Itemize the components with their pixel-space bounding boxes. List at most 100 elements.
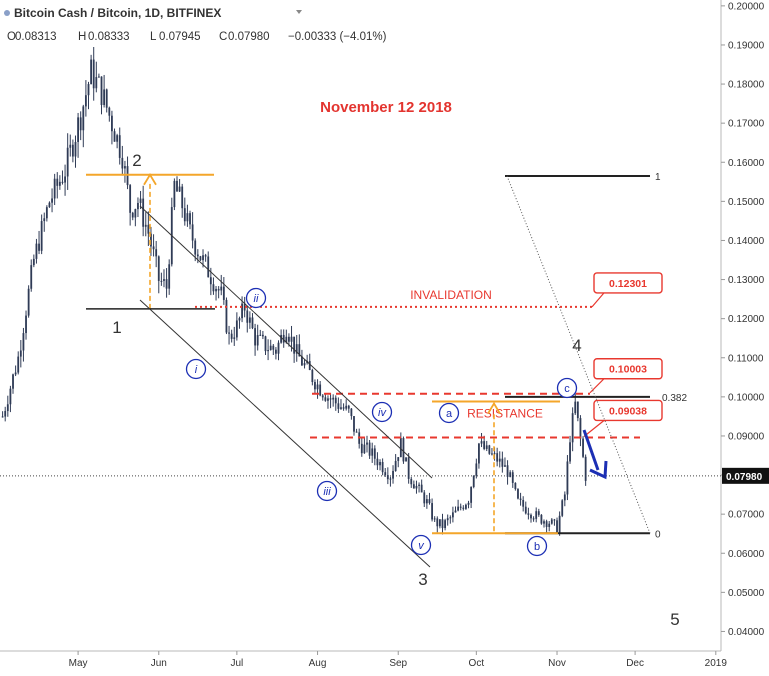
candle-body xyxy=(246,310,249,323)
x-tick-label: Nov xyxy=(548,658,566,669)
x-tick-label: May xyxy=(69,658,88,669)
candle-body xyxy=(407,457,410,479)
y-tick-label: 0.12000 xyxy=(728,314,765,325)
candle-body xyxy=(444,520,447,529)
candle-body xyxy=(548,523,551,527)
candle-body xyxy=(191,224,194,241)
candle-body xyxy=(345,405,348,409)
ohlc-high: 0.08333 xyxy=(88,31,130,43)
candle-body xyxy=(97,76,100,78)
candle-body xyxy=(274,349,277,354)
chart-title: November 12 2018 xyxy=(320,99,452,116)
candle-body xyxy=(225,299,228,333)
candle-body xyxy=(340,407,342,409)
candle-body xyxy=(504,465,506,467)
wave-label: 1 xyxy=(112,318,121,337)
candle-body xyxy=(537,511,540,515)
candle-body xyxy=(540,514,543,524)
ohlc-low-label: L xyxy=(150,31,157,43)
candle-body xyxy=(412,484,415,489)
candle-body xyxy=(488,445,491,454)
sub-wave-circle xyxy=(410,534,432,556)
candle-body xyxy=(14,372,17,375)
candle-body xyxy=(454,510,457,513)
candle-body xyxy=(363,444,366,454)
candle-body xyxy=(147,224,150,234)
candle-body xyxy=(222,286,225,300)
candle-body xyxy=(353,416,355,432)
candle-body xyxy=(129,185,132,213)
candle-body xyxy=(113,131,116,142)
candle-body xyxy=(248,317,251,323)
ohlc-change: −0.00333 (−4.01%) xyxy=(288,31,387,43)
candle-body xyxy=(368,442,371,456)
channel-upper-line xyxy=(139,205,433,479)
candle-body xyxy=(556,520,558,533)
resistance-high-box xyxy=(593,358,663,380)
candle-body xyxy=(337,403,340,409)
candle-body xyxy=(392,470,394,479)
candle-body xyxy=(118,135,121,158)
y-tick-label: 0.20000 xyxy=(728,1,765,12)
sub-wave-circle xyxy=(316,480,338,502)
candle-body xyxy=(371,448,374,456)
wave-label: 4 xyxy=(572,336,581,355)
candle-body xyxy=(186,213,189,222)
candle-body xyxy=(196,254,199,257)
candle-body xyxy=(77,117,79,142)
candle-body xyxy=(441,519,444,529)
candle-body xyxy=(553,519,556,521)
projection-arrow-shaft xyxy=(582,429,600,471)
candle-body xyxy=(142,198,145,227)
candle-body xyxy=(535,511,538,519)
candle-body xyxy=(35,243,38,259)
candle-body xyxy=(446,518,449,521)
candle-body xyxy=(532,518,535,520)
candle-body xyxy=(491,453,493,455)
candle-body xyxy=(84,95,87,107)
candle-body xyxy=(139,198,142,203)
candle-body xyxy=(321,395,324,398)
candle-body xyxy=(386,475,389,480)
candle-body xyxy=(543,521,545,524)
candle-body xyxy=(561,500,564,516)
candle-body xyxy=(144,224,147,227)
y-tick-label: 0.18000 xyxy=(728,80,765,91)
fib-1-label: 1 xyxy=(655,172,661,183)
candle-body xyxy=(131,212,134,218)
x-tick-label: Oct xyxy=(469,658,485,669)
candle-body xyxy=(436,518,439,527)
candle-body xyxy=(269,345,272,351)
candle-body xyxy=(558,515,561,533)
last-price-badge xyxy=(722,467,769,484)
candle-body xyxy=(251,317,254,329)
y-tick-label: 0.10000 xyxy=(728,392,765,403)
candle-body xyxy=(355,431,358,433)
fib-382-label: 0.382 xyxy=(662,393,687,404)
y-tick-label: 0.05000 xyxy=(728,588,765,599)
projection-arrow-head xyxy=(589,460,608,480)
candle-body xyxy=(230,333,233,339)
candle-body xyxy=(571,413,574,443)
y-tick-label: 0.15000 xyxy=(728,197,765,208)
y-tick-label: 0.16000 xyxy=(728,158,765,169)
candle-body xyxy=(530,514,532,519)
candle-body xyxy=(493,453,496,455)
x-tick-label: Jun xyxy=(151,658,167,669)
candle-body xyxy=(472,475,475,488)
candle-body xyxy=(394,460,397,471)
candle-body xyxy=(501,458,504,467)
abc-arrow-head xyxy=(487,401,501,415)
resistance-label: RESISTANCE xyxy=(467,407,543,421)
candle-body xyxy=(43,218,46,222)
candle-body xyxy=(467,502,470,505)
candle-body xyxy=(478,443,480,464)
candle-body xyxy=(108,107,111,116)
candle-body xyxy=(410,478,413,485)
candle-body xyxy=(241,303,243,319)
candle-body xyxy=(288,336,290,342)
candle-body xyxy=(254,328,256,346)
wave-label: 5 xyxy=(670,610,679,629)
candle-body xyxy=(334,397,337,404)
candle-body xyxy=(425,499,428,504)
